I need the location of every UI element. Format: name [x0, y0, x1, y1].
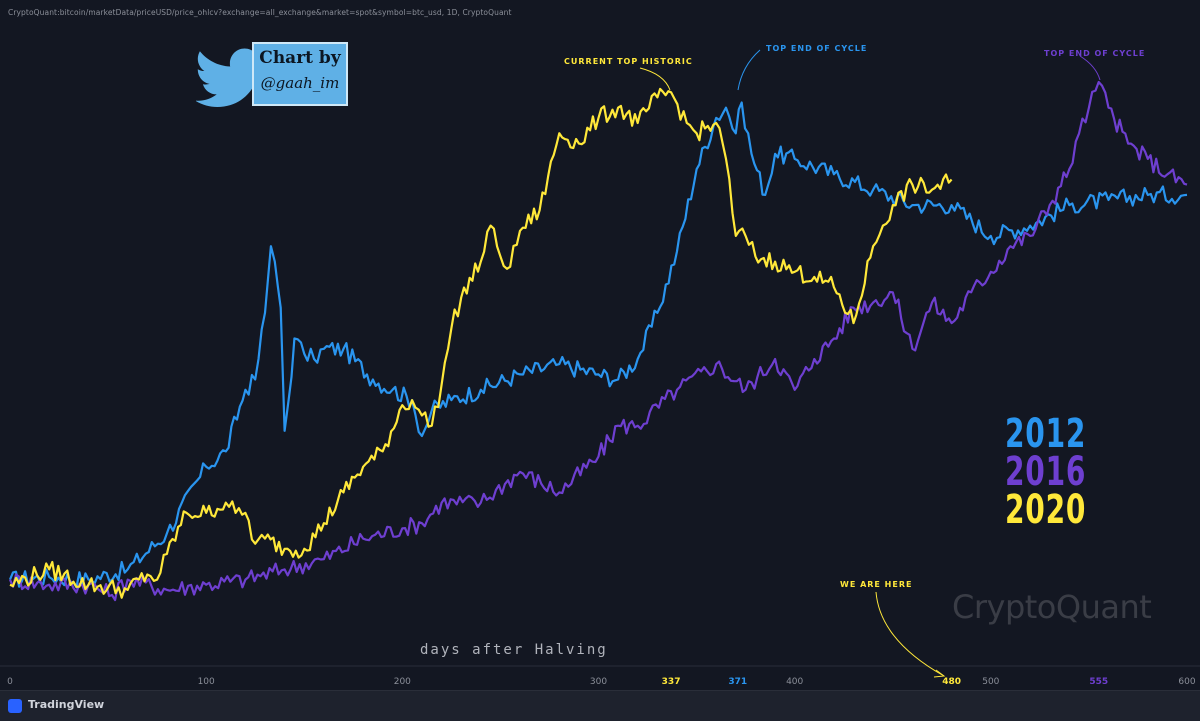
x-tick-label: 500 [982, 677, 999, 687]
annotation-current-top: CURRENT TOP HISTORIC [564, 57, 693, 66]
data-source-label: CryptoQuant:bitcoin/marketData/priceUSD/… [8, 8, 512, 17]
author-badge: Chart by @gaah_im [196, 10, 354, 107]
legend-item-2020: 2020 [1005, 487, 1087, 533]
x-tick-label: 600 [1178, 677, 1195, 687]
x-tick-label-highlight: 480 [942, 677, 961, 687]
annotation-top-end-2012: TOP END OF CYCLE [766, 44, 868, 53]
legend-item-2012: 2012 [1005, 411, 1087, 457]
arrow-top-end-2012 [737, 49, 761, 91]
x-tick-label: 300 [590, 677, 607, 687]
legend-item-2016: 2016 [1005, 449, 1087, 495]
x-tick-label-highlight: 555 [1089, 677, 1108, 687]
arrow-top-end-2016 [1079, 55, 1101, 81]
badge-title: Chart by [259, 48, 341, 68]
annotation-we-are-here: WE ARE HERE [840, 580, 913, 589]
x-axis-title: days after Halving [420, 642, 608, 658]
badge-handle: @gaah_im [260, 74, 340, 92]
x-tick-label: 100 [198, 677, 215, 687]
legend: 2012 2016 2020 [1005, 411, 1109, 533]
x-tick-label: 0 [7, 677, 13, 687]
footer-brand[interactable]: TradingView [28, 698, 105, 711]
twitter-bird-icon [196, 48, 267, 107]
x-tick-label: 200 [394, 677, 411, 687]
series-line-2020 [9, 87, 953, 599]
watermark: CryptoQuant [952, 588, 1152, 626]
badge-box: Chart by @gaah_im [252, 42, 348, 106]
x-tick-label: 400 [786, 677, 803, 687]
arrow-we-are-here [875, 591, 945, 677]
series-line-2016 [8, 80, 1188, 602]
series-line-2012 [8, 101, 1188, 589]
tradingview-logo-icon[interactable] [8, 699, 22, 713]
x-tick-label-highlight: 371 [728, 677, 747, 687]
arrow-head-we-are-here [933, 669, 946, 678]
x-tick-label-highlight: 337 [662, 677, 681, 687]
arrow-current-top [639, 67, 671, 91]
footer-bar: TradingView [0, 690, 1200, 721]
annotation-top-end-2016: TOP END OF CYCLE [1044, 49, 1146, 58]
